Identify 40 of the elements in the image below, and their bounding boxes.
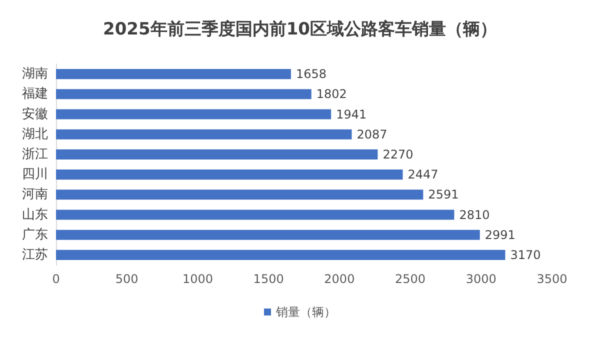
data-label: 2447 bbox=[408, 168, 438, 182]
data-label: 3170 bbox=[510, 248, 541, 262]
bar bbox=[56, 109, 332, 120]
bar bbox=[56, 149, 378, 160]
data-label: 2270 bbox=[382, 147, 414, 162]
x-tick-label: 1500 bbox=[253, 272, 284, 286]
bar bbox=[56, 230, 480, 240]
bar bbox=[56, 210, 454, 220]
bar bbox=[56, 89, 312, 100]
x-tick-label: 2000 bbox=[324, 272, 355, 286]
y-tick-label: 浙江 bbox=[22, 146, 48, 162]
bar bbox=[56, 190, 424, 200]
y-tick-label: 四川 bbox=[22, 167, 48, 182]
data-label: 1658 bbox=[296, 67, 327, 82]
data-label: 2591 bbox=[428, 188, 459, 202]
x-tick-label: 0 bbox=[52, 272, 60, 286]
data-label: 2087 bbox=[356, 127, 388, 142]
bar bbox=[56, 129, 352, 140]
bar bbox=[56, 250, 506, 260]
data-label: 1941 bbox=[336, 107, 367, 122]
bar bbox=[56, 170, 403, 180]
data-label: 2810 bbox=[459, 208, 490, 222]
data-label: 2991 bbox=[484, 228, 516, 242]
chart-title: 2025年前三季度国内前10区域公路客车销量（辆） bbox=[103, 20, 497, 40]
y-tick-label: 河南 bbox=[22, 187, 48, 202]
y-tick-label: 安徽 bbox=[22, 106, 48, 122]
x-tick-label: 2500 bbox=[395, 272, 426, 286]
x-tick-label: 3000 bbox=[466, 272, 496, 286]
x-tick-label: 500 bbox=[115, 272, 138, 286]
y-tick-label: 广东 bbox=[22, 227, 48, 242]
y-tick-label: 湖北 bbox=[22, 126, 48, 142]
x-tick-label: 3500 bbox=[536, 272, 568, 286]
y-tick-label: 福建 bbox=[22, 86, 48, 102]
x-tick-label: 1000 bbox=[182, 272, 213, 286]
y-tick-label: 江苏 bbox=[22, 247, 48, 262]
y-tick-label: 山东 bbox=[22, 207, 48, 222]
data-label: 1802 bbox=[316, 87, 347, 102]
y-tick-label: 湖南 bbox=[22, 66, 48, 82]
legend-label: 销量（辆） bbox=[275, 305, 336, 319]
bar bbox=[56, 69, 291, 80]
